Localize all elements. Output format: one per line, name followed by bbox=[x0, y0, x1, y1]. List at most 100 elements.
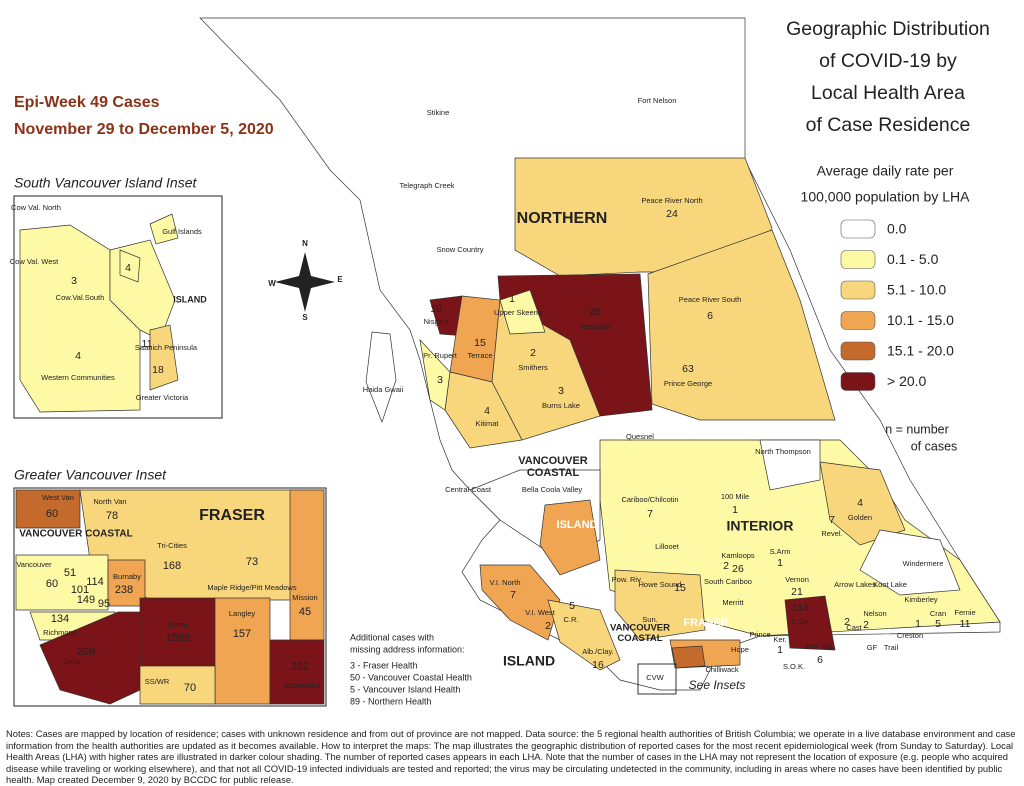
inset-title: Greater Vancouver Inset bbox=[14, 467, 167, 483]
region-label: COASTAL bbox=[527, 467, 580, 479]
area-name: Koot Lake bbox=[873, 580, 907, 589]
area-name: Nisga'a bbox=[424, 317, 450, 326]
legend-note: of cases bbox=[911, 439, 958, 453]
area-name: Peace River North bbox=[641, 196, 702, 205]
area-shape bbox=[671, 645, 706, 669]
missing-line: 89 - Northern Health bbox=[350, 696, 432, 706]
case-count: 208 bbox=[77, 646, 95, 658]
area-shape bbox=[491, 299, 601, 441]
area-name: 100 Mile bbox=[721, 492, 749, 501]
legend-swatch bbox=[840, 311, 876, 330]
see-insets: See Insets bbox=[689, 678, 746, 692]
area-shape bbox=[15, 489, 81, 529]
case-count: 3 bbox=[558, 385, 564, 397]
area-name: Golden bbox=[848, 513, 872, 522]
case-count: 7 bbox=[510, 589, 516, 601]
area-shape bbox=[647, 229, 836, 421]
area-name: Sun. bbox=[642, 615, 657, 624]
case-count: 63 bbox=[682, 363, 694, 375]
legend-label: 0.1 - 5.0 bbox=[887, 251, 939, 267]
area-shape bbox=[119, 249, 141, 283]
case-count: 11 bbox=[960, 618, 971, 630]
area-name: Cow Val. West bbox=[10, 257, 59, 266]
area-name: Surrey bbox=[167, 620, 189, 629]
labels: Epi-Week 49 Cases November 29 to December… bbox=[10, 18, 990, 706]
legend-swatch bbox=[840, 219, 876, 239]
area-name: Richmond bbox=[43, 628, 77, 637]
area-name: Prince George bbox=[664, 379, 712, 388]
case-count: 149 bbox=[77, 594, 95, 606]
case-count: 1 bbox=[777, 644, 783, 656]
case-count: 157 bbox=[233, 628, 251, 640]
case-count: 5 bbox=[569, 600, 575, 612]
case-count: 2 bbox=[863, 619, 869, 631]
area-name: S.Arm bbox=[770, 547, 791, 556]
map-title: Local Health Area bbox=[811, 82, 965, 104]
area-name: Terrace bbox=[467, 351, 492, 360]
area-name: Windermere bbox=[903, 559, 944, 568]
case-count: 1 bbox=[777, 557, 783, 569]
map-figure: Epi-Week 49 Cases November 29 to December… bbox=[10, 17, 1001, 707]
area-name: Kamloops bbox=[721, 551, 755, 560]
area-name: Haida Gwaii bbox=[363, 385, 404, 394]
area-name: Greater Victoria bbox=[136, 393, 189, 402]
area-shape bbox=[149, 213, 179, 245]
case-count: 4 bbox=[75, 350, 81, 362]
case-count: 2 bbox=[723, 560, 729, 572]
case-count: 11 bbox=[142, 338, 153, 350]
inset-marker bbox=[637, 663, 677, 695]
map-title: Geographic Distribution bbox=[786, 18, 990, 40]
area-name: CVW bbox=[646, 673, 664, 682]
area-shape bbox=[139, 665, 216, 705]
legend-subtitle: 100,000 population by LHA bbox=[801, 189, 971, 205]
area-name: North Van bbox=[93, 497, 126, 506]
case-count: 24 bbox=[666, 208, 678, 220]
area-shape bbox=[614, 569, 706, 641]
region-label: ISLAND bbox=[173, 294, 207, 304]
area-name: Mission bbox=[292, 593, 317, 602]
case-count: 6 bbox=[817, 654, 823, 666]
region-label: ISLAND bbox=[557, 519, 598, 531]
date-range: November 29 to December 5, 2020 bbox=[14, 121, 274, 138]
compass-label: W bbox=[268, 279, 276, 288]
area-name: SS/WR bbox=[145, 677, 170, 686]
region-label: FRASER bbox=[683, 617, 728, 629]
area-name: Ker. bbox=[773, 635, 786, 644]
case-count: 2 bbox=[530, 347, 536, 359]
case-count: 28 bbox=[589, 306, 601, 318]
compass-label: E bbox=[337, 275, 343, 284]
case-count: 73 bbox=[246, 556, 258, 568]
legend-label: 0.0 bbox=[887, 221, 907, 237]
area-name: Saanich Peninsula bbox=[135, 343, 198, 352]
compass-label: N bbox=[302, 239, 308, 248]
area-name: Central Coast bbox=[445, 485, 492, 494]
area-shape bbox=[269, 639, 325, 705]
missing-line: 3 - Fraser Health bbox=[350, 660, 418, 670]
missing-title: Additional cases with bbox=[350, 632, 434, 642]
bc-map bbox=[199, 17, 1001, 695]
case-count: 21 bbox=[791, 586, 803, 598]
region-label: ISLAND bbox=[503, 653, 555, 669]
area-name: Merritt bbox=[722, 598, 744, 607]
case-count: 3 bbox=[71, 275, 77, 287]
area-name: C.Ok bbox=[791, 617, 808, 626]
region-label: VANCOUVER bbox=[610, 623, 670, 634]
region-label: INTERIOR bbox=[727, 518, 794, 534]
area-name: V.I. North bbox=[490, 578, 521, 587]
legend-label: > 20.0 bbox=[887, 373, 927, 389]
case-count: 168 bbox=[163, 560, 181, 572]
case-count: 4 bbox=[125, 262, 131, 274]
area-shape bbox=[547, 599, 621, 671]
area-name: Prince bbox=[749, 630, 770, 639]
case-count: 101 bbox=[71, 584, 89, 596]
case-count: 60 bbox=[46, 578, 58, 590]
area-name: Revel. bbox=[821, 529, 842, 538]
map-title: of Case Residence bbox=[806, 114, 971, 136]
area-name: Fernie bbox=[954, 608, 975, 617]
area-name: Cow.Val.South bbox=[56, 293, 105, 302]
missing-title: missing address information: bbox=[350, 644, 465, 654]
area-shape bbox=[15, 554, 109, 611]
area-name: Stikine bbox=[427, 108, 450, 117]
area-name: Kitimat bbox=[476, 419, 500, 428]
case-count: 70 bbox=[184, 682, 196, 694]
